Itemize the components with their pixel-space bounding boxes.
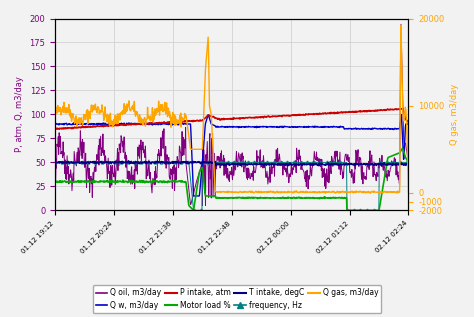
Y-axis label: Q gas, m3/day: Q gas, m3/day — [450, 84, 459, 145]
Legend: Q oil, m3/day, Q w, m3/day, P intake, atm, Motor load %, T intake, degC, frequen: Q oil, m3/day, Q w, m3/day, P intake, at… — [93, 285, 381, 313]
Y-axis label: P, atm, Q, m3/day: P, atm, Q, m3/day — [15, 76, 24, 152]
